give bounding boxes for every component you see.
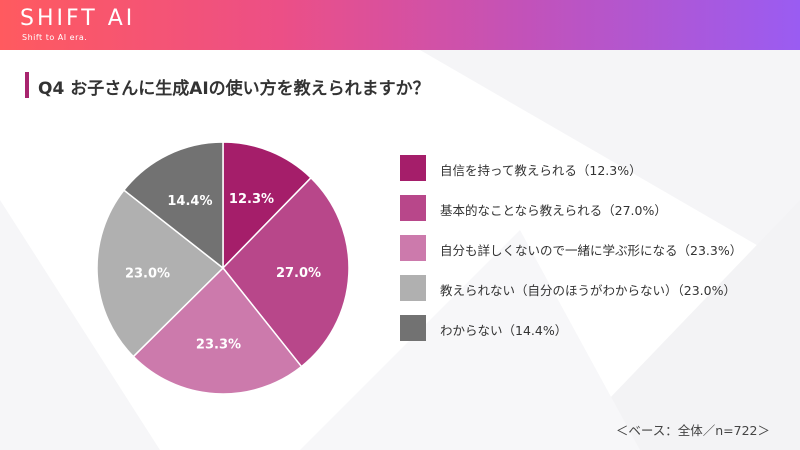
page-title: Q4 お子さんに生成AIの使い方を教えられますか？ xyxy=(38,79,430,99)
pie-slice-learn-together xyxy=(132,266,303,395)
legend-swatch xyxy=(400,315,426,341)
sample-base-note: ＜ベース：全体／n=722＞ xyxy=(615,423,770,438)
legend-item-basics: 基本的なことなら教えられる（27.0%） xyxy=(400,195,790,221)
pie-slice-dont-know xyxy=(122,141,224,270)
pie-value-label: 23.0% xyxy=(125,266,170,281)
header-bar: SHIFT AI Shift to AI era. xyxy=(0,0,800,50)
legend-label: 自分も詳しくないので一緒に学ぶ形になる（23.3%） xyxy=(440,243,743,258)
legend-item-confident: 自信を持って教えられる（12.3%） xyxy=(400,155,790,181)
legend-swatch xyxy=(400,275,426,301)
chart-legend: 自信を持って教えられる（12.3%） 基本的なことなら教えられる（27.0%） … xyxy=(400,155,790,355)
background-decoration xyxy=(0,50,800,450)
legend-label: 基本的なことなら教えられる（27.0%） xyxy=(440,203,667,218)
legend-label: 自信を持って教えられる（12.3%） xyxy=(440,163,642,178)
pie-value-label: 14.4% xyxy=(167,194,212,209)
legend-swatch xyxy=(400,195,426,221)
brand-logo: SHIFT AI xyxy=(20,6,136,31)
pie-slice-confident xyxy=(222,141,313,270)
title-accent xyxy=(25,72,29,98)
pie-value-label: 23.3% xyxy=(196,337,241,352)
legend-item-dont-know: わからない（14.4%） xyxy=(400,315,790,341)
legend-label: わからない（14.4%） xyxy=(440,323,568,338)
pie-slice-basics xyxy=(222,176,350,368)
pie-slice-cannot-teach xyxy=(96,189,225,358)
legend-item-learn-together: 自分も詳しくないので一緒に学ぶ形になる（23.3%） xyxy=(400,235,790,261)
legend-label: 教えられない（自分のほうがわからない）（23.0%） xyxy=(440,283,736,298)
legend-swatch xyxy=(400,235,426,261)
brand-tagline: Shift to AI era. xyxy=(22,33,88,42)
pie-value-label: 12.3% xyxy=(229,192,274,207)
legend-swatch xyxy=(400,155,426,181)
legend-item-cannot-teach: 教えられない（自分のほうがわからない）（23.0%） xyxy=(400,275,790,301)
pie-value-label: 27.0% xyxy=(276,266,321,281)
